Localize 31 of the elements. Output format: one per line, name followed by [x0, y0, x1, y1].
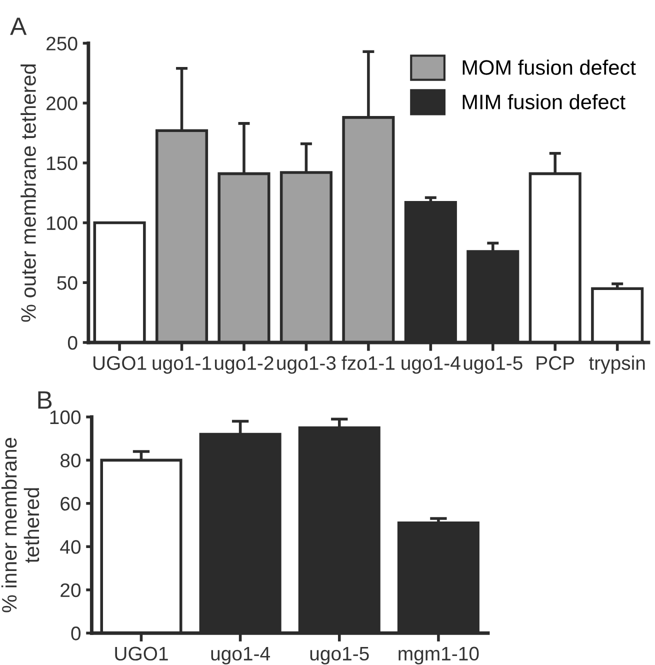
legend-label: MIM fusion defect: [462, 94, 626, 110]
y-axis-title: % outer membrane tethered: [20, 64, 36, 322]
x-tick-label: ugo1-1: [152, 356, 212, 374]
x-tick-label: ugo1-5: [310, 646, 369, 664]
y-tick-label: 250: [46, 36, 78, 50]
y-tick-label: 0: [68, 336, 78, 350]
y-tick-label: 50: [57, 276, 78, 290]
chart-title: B: [38, 391, 52, 409]
chart-title: A: [10, 18, 27, 35]
x-tick-label: ugo1-3: [277, 356, 336, 374]
x-tick-label: UGO1: [115, 646, 168, 661]
x-tick-label: ugo1-4: [402, 356, 460, 374]
y-tick-label: 100: [50, 410, 81, 424]
y-tick-label: 0: [71, 626, 81, 640]
x-tick-label: fzo1-1: [342, 356, 395, 370]
x-tick-label: UGO1: [93, 356, 146, 370]
y-tick-label: 100: [47, 216, 78, 230]
y-tick-label: 40: [60, 540, 81, 554]
y-tick-label: 80: [60, 454, 81, 468]
x-tick-label: PCP: [536, 356, 574, 370]
x-tick-label: ugo1-5: [464, 356, 522, 374]
y-tick-label: 150: [47, 156, 78, 170]
x-tick-label: trypsin: [589, 356, 645, 374]
x-tick-label: mgm1-10: [398, 646, 479, 664]
x-tick-label: ugo1-2: [214, 356, 274, 374]
y-axis-title: % inner membrane tethered: [1, 438, 40, 612]
legend-label: MOM fusion defect: [462, 60, 636, 75]
y-tick-label: 200: [46, 96, 78, 110]
x-tick-label: ugo1-4: [211, 646, 270, 664]
y-tick-label: 20: [60, 583, 81, 598]
y-tick-label: 60: [60, 496, 81, 511]
